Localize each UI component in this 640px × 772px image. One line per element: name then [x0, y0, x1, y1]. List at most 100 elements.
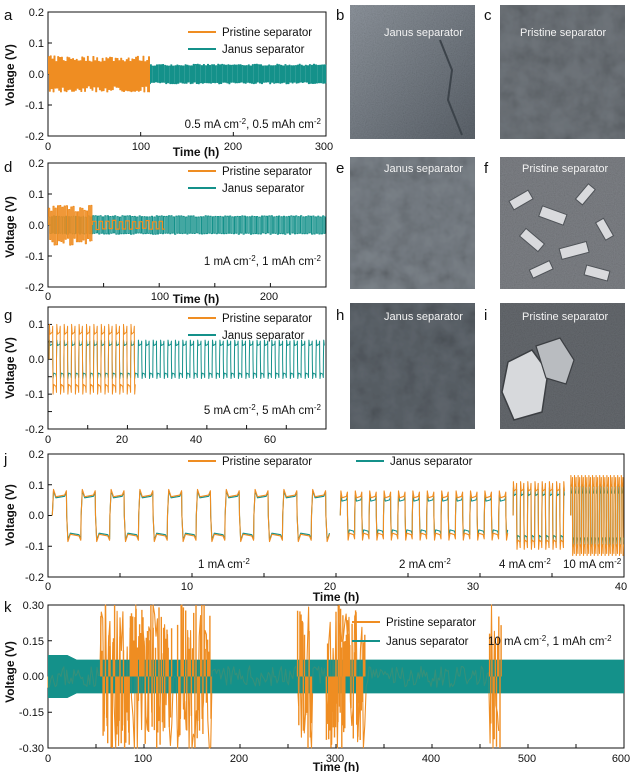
condition-annotation-a: 0.5 mA cm-2, 0.5 mAh cm-2 — [185, 117, 322, 131]
panel-label-c: c — [484, 7, 492, 24]
xtick: 100 — [151, 291, 169, 303]
panel-label-d: d — [4, 159, 12, 176]
ytick: -0.1 — [25, 100, 44, 112]
legend-label-pristine: Pristine separator — [222, 27, 312, 39]
xtick: 10 — [181, 581, 193, 593]
ytick: 0.15 — [23, 636, 44, 648]
ytick: -0.2 — [25, 424, 44, 436]
yticks-d: 0.2 0.1 0.0 -0.1 -0.2 — [25, 158, 44, 294]
legend-label-janus: Janus separator — [390, 456, 473, 468]
ytick: 0.1 — [29, 189, 44, 201]
series-janus — [48, 215, 326, 235]
legend-g: Pristine separator Janus separator — [188, 313, 312, 342]
xtick: 0 — [45, 753, 51, 765]
ytick: 0.00 — [23, 671, 44, 683]
panel-label-e: e — [336, 160, 344, 177]
ytick: -0.1 — [25, 541, 44, 553]
ylabel-d: Voltage (V) — [3, 196, 17, 258]
plot-frame-g — [47, 306, 327, 430]
legend-label-janus: Janus separator — [222, 183, 305, 195]
ytick: -0.15 — [19, 707, 44, 719]
panel-label-g: g — [4, 307, 12, 324]
xtick: 400 — [422, 753, 440, 765]
ytick: 0.0 — [29, 220, 44, 232]
panel-label-h: h — [336, 307, 344, 324]
sem-caption: Pristine separator — [522, 163, 609, 175]
sem-caption: Janus separator — [384, 311, 463, 323]
legend-a: Pristine separator Janus separator — [188, 27, 312, 56]
panel-d: d Voltage (V) 0.2 0.1 0.0 -0.1 -0.2 0 10… — [3, 158, 327, 306]
xlabel-j: Time (h) — [313, 590, 359, 604]
legend-label-pristine: Pristine separator — [222, 456, 312, 468]
xticks-g: 0 20 40 60 — [45, 434, 276, 446]
xtick: 200 — [260, 291, 278, 303]
sem-image-b: b Janus separator — [336, 5, 475, 139]
panel-k: k Voltage (V) 0.30 0.15 0.00 -0.15 -0.30… — [3, 599, 630, 772]
yticks-j: 0.2 0.1 0.0 -0.1 -0.2 — [25, 449, 44, 584]
hexagonal-crystal — [535, 337, 575, 385]
rate-label-2: 2 mA cm-2 — [399, 557, 451, 571]
series-pristine-early — [48, 204, 93, 246]
yticks-a: 0.2 0.1 0.0 -0.1 -0.2 — [25, 7, 44, 143]
legend-label-janus: Janus separator — [222, 330, 305, 342]
legend-label-janus: Janus separator — [222, 44, 305, 56]
plot-area-g — [47, 306, 327, 430]
xtick: 0 — [45, 141, 51, 153]
sem-image-h: h Janus separator — [336, 303, 475, 429]
panel-label-i: i — [484, 307, 487, 324]
xticks-k: 0 100 200 300 400 500 600 — [45, 753, 630, 765]
xticks-d: 0 100 200 — [45, 291, 278, 303]
xtick: 0 — [45, 434, 51, 446]
xtick: 200 — [224, 141, 242, 153]
xtick: 300 — [315, 141, 333, 153]
xtick: 600 — [612, 753, 630, 765]
ytick: 0.2 — [29, 158, 44, 170]
panel-label-a: a — [4, 7, 13, 24]
xlabel-k: Time (h) — [313, 760, 359, 772]
xtick: 40 — [190, 434, 202, 446]
legend-label-pristine: Pristine separator — [222, 313, 312, 325]
ytick: 0.1 — [29, 38, 44, 50]
series-pristine-late — [91, 219, 165, 231]
ytick: -0.1 — [25, 389, 44, 401]
rate-label-10: 10 mA cm-2 — [563, 557, 622, 571]
ylabel-g: Voltage (V) — [3, 337, 17, 399]
hexagonal-crystal — [501, 349, 549, 421]
ylabel-k: Voltage (V) — [3, 641, 17, 703]
rate-label-4: 4 mA cm-2 — [499, 557, 551, 571]
panel-g: g Voltage (V) -0.2 -0.1 0.0 0.1 0 20 40 … — [3, 306, 327, 446]
xtick: 0 — [45, 581, 51, 593]
ytick: -0.30 — [19, 743, 44, 755]
ytick: 0.30 — [23, 600, 44, 612]
ytick: 0.2 — [29, 449, 44, 461]
xtick: 30 — [467, 581, 479, 593]
ytick: -0.2 — [25, 572, 44, 584]
legend-j: Pristine separator Janus separator — [188, 456, 473, 468]
plot-area-d — [47, 162, 327, 288]
ytick: 0.1 — [29, 319, 44, 331]
plot-area-k — [47, 604, 625, 749]
xtick: 20 — [116, 434, 128, 446]
sem-image-e: e Janus separator — [336, 157, 475, 289]
sem-caption: Pristine separator — [522, 311, 609, 323]
series-pristine — [48, 55, 150, 93]
xtick: 100 — [132, 141, 150, 153]
sem-image-i: i Pristine separator — [484, 303, 625, 429]
xtick: 40 — [615, 581, 627, 593]
sem-micrograph — [500, 5, 625, 139]
sem-caption: Pristine separator — [520, 27, 607, 39]
ytick: 0.0 — [29, 510, 44, 522]
xlabel-a: Time (h) — [173, 145, 219, 159]
series-pristine — [48, 323, 136, 395]
crack-feature — [439, 39, 463, 136]
ytick: -0.2 — [25, 282, 44, 294]
ytick: -0.2 — [25, 131, 44, 143]
xtick: 20 — [324, 581, 336, 593]
ytick: 0.1 — [29, 480, 44, 492]
yticks-k: 0.30 0.15 0.00 -0.15 -0.30 — [19, 600, 44, 755]
plot-area-j — [47, 453, 625, 578]
xtick: 100 — [134, 753, 152, 765]
sem-image-c: c Pristine separator — [484, 5, 625, 139]
condition-annotation-k: 10 mA cm-2, 1 mAh cm-2 — [488, 634, 612, 648]
